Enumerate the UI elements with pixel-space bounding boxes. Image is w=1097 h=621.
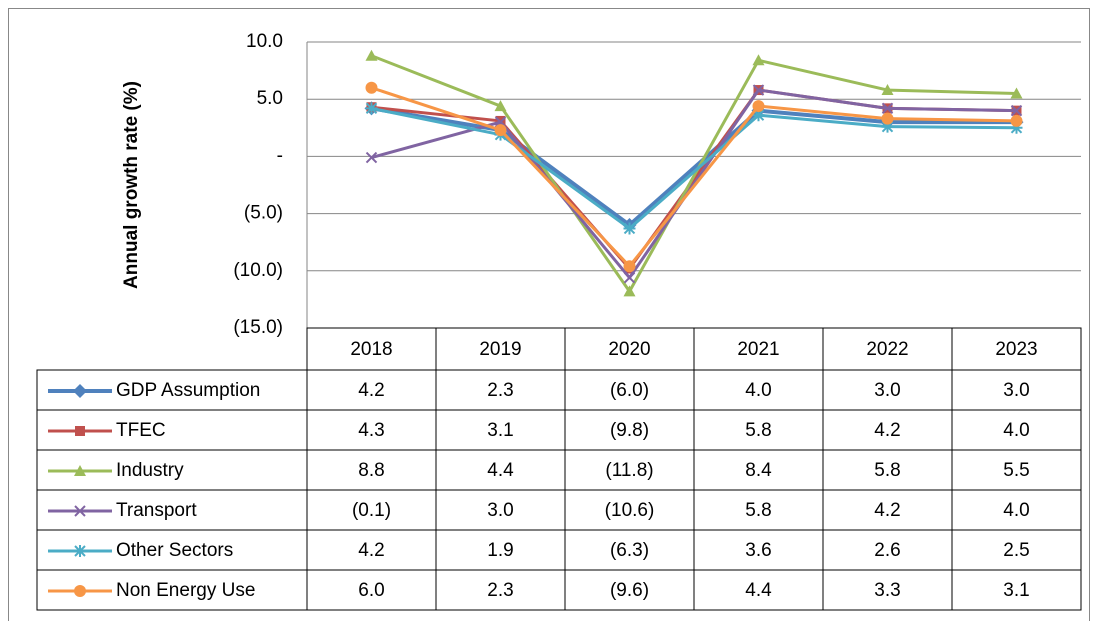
legend-marker (75, 426, 85, 436)
marker (881, 102, 894, 115)
marker (752, 84, 765, 96)
table-value: 5.5 (1003, 460, 1029, 481)
marker (1010, 114, 1023, 127)
chart-border (8, 8, 1090, 621)
x-tick-label: 2020 (608, 339, 650, 360)
table-value: (6.3) (610, 540, 649, 561)
legend-marker (74, 465, 86, 476)
table-value: 8.4 (745, 460, 772, 481)
x-tick-label: 2021 (737, 339, 779, 360)
table-value: 2.6 (874, 540, 900, 561)
marker (494, 124, 507, 137)
marker (1010, 121, 1023, 134)
table-value: 2.3 (487, 580, 513, 601)
y-tick-label: 5.0 (257, 88, 283, 109)
table-value: (0.1) (352, 500, 391, 521)
table-value: (9.8) (610, 420, 649, 441)
marker (623, 271, 636, 284)
table-value: 1.9 (487, 540, 513, 561)
table-value: 4.2 (874, 500, 900, 521)
legend-label: Transport (116, 500, 197, 521)
y-tick-label: - (277, 145, 283, 166)
table-value: 3.1 (487, 420, 513, 441)
table-value: 3.1 (1003, 580, 1029, 601)
table-value: 4.3 (358, 420, 384, 441)
marker (1010, 87, 1023, 99)
table-value: 3.0 (487, 500, 513, 521)
legend-label: Industry (116, 460, 184, 481)
table-value: 4.4 (487, 460, 514, 481)
legend-label: Other Sectors (116, 540, 233, 561)
table-value: 2.3 (487, 380, 513, 401)
table-value: (9.6) (610, 580, 649, 601)
marker (365, 151, 378, 164)
marker (494, 100, 507, 112)
marker (881, 120, 894, 133)
series-line (371, 88, 1017, 271)
x-tick-label: 2018 (350, 339, 392, 360)
table-value: 2.5 (1003, 540, 1029, 561)
marker (623, 222, 636, 235)
table-value: 4.2 (874, 420, 900, 441)
table-value: 4.2 (358, 380, 384, 401)
y-axis-title: Annual growth rate (%) (121, 81, 142, 289)
table-value: 4.4 (745, 580, 772, 601)
table-value: 4.0 (745, 380, 771, 401)
x-tick-label: 2022 (866, 339, 908, 360)
table-value: 5.8 (745, 500, 771, 521)
marker (1010, 104, 1023, 117)
series-line (371, 86, 1017, 268)
table-value: 3.0 (1003, 380, 1029, 401)
table-value: 3.3 (874, 580, 900, 601)
table-value: 4.0 (1003, 500, 1029, 521)
table-value: 5.8 (745, 420, 771, 441)
legend-label: TFEC (116, 420, 166, 441)
table-value: 6.0 (358, 580, 384, 601)
marker (752, 54, 765, 66)
table-value: (11.8) (605, 460, 653, 481)
table-value: 5.8 (874, 460, 900, 481)
marker (365, 102, 378, 115)
marker (881, 84, 894, 96)
x-tick-label: 2023 (995, 339, 1037, 360)
legend-label: Non Energy Use (116, 580, 255, 601)
table-value: 4.0 (1003, 420, 1029, 441)
y-tick-label: (10.0) (233, 260, 283, 281)
marker (881, 112, 894, 125)
table-value: 3.0 (874, 380, 900, 401)
series-line (370, 54, 1017, 293)
marker (752, 100, 765, 113)
marker (623, 285, 636, 297)
legend-label: GDP Assumption (116, 380, 260, 401)
y-tick-label: (5.0) (244, 203, 283, 224)
marker (752, 109, 765, 122)
marker (365, 49, 378, 61)
table-value: (6.0) (610, 380, 649, 401)
marker (365, 81, 378, 94)
series-line (371, 106, 1017, 230)
x-tick-label: 2019 (479, 339, 521, 360)
legend-marker (74, 585, 86, 597)
y-tick-label: (15.0) (233, 317, 283, 338)
marker (623, 260, 636, 273)
y-tick-label: 10.0 (246, 31, 283, 52)
table-value: 4.2 (358, 540, 384, 561)
table-value: 8.8 (358, 460, 384, 481)
legend-marker (74, 505, 86, 517)
legend-marker (74, 545, 86, 557)
table-value: (10.6) (605, 500, 655, 521)
legend-marker (73, 384, 87, 398)
table-value: 3.6 (745, 540, 771, 561)
